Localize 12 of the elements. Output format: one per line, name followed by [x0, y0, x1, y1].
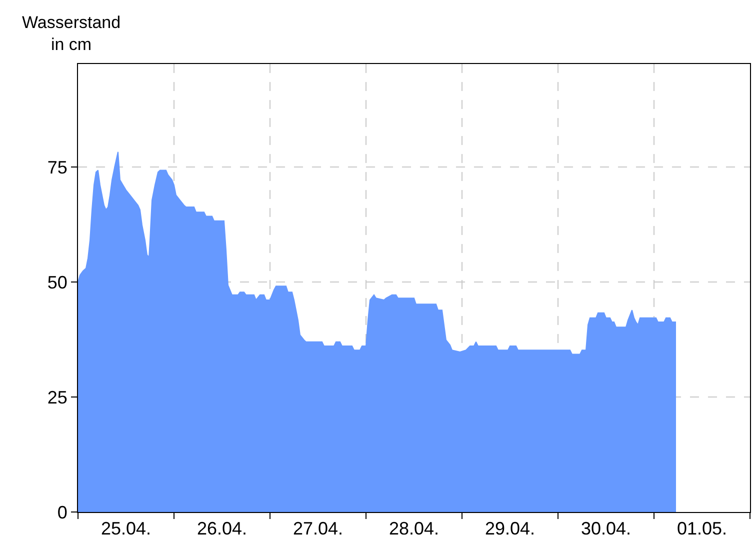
y-tick-label: 75: [47, 157, 68, 178]
x-tick-label: 28.04.: [388, 518, 440, 539]
y-tick-label: 25: [47, 387, 68, 408]
x-tick-label: 30.04.: [580, 518, 632, 539]
y-tick-label: 0: [57, 502, 68, 522]
x-tick-label: 26.04.: [196, 518, 248, 539]
x-tick-label: 27.04.: [292, 518, 344, 539]
y-axis-title: Wasserstand in cm: [22, 13, 121, 54]
y-tick-label: 50: [47, 272, 68, 292]
x-tick-label: 25.04.: [100, 518, 152, 539]
x-tick-label: 01.05.: [676, 518, 728, 539]
x-tick-label: 29.04.: [484, 518, 536, 539]
